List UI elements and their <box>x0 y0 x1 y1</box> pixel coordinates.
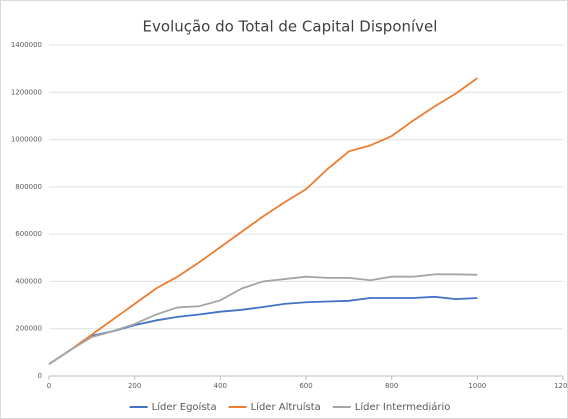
y-tick-label: 200000 <box>15 325 42 333</box>
y-tick-label: 600000 <box>15 230 42 238</box>
legend-label: Líder Altruísta <box>251 401 321 413</box>
legend-label: Líder Intermediário <box>355 401 451 413</box>
y-tick-label: 0 <box>38 372 42 380</box>
series-line <box>48 273 478 365</box>
chart-title: Evolução do Total de Capital Disponível <box>143 18 438 36</box>
y-tick-label: 1200000 <box>11 88 42 96</box>
x-tick-label: 1200 <box>554 382 568 390</box>
y-tick-label: 800000 <box>15 183 42 191</box>
x-tick-label: 400 <box>214 382 227 390</box>
x-tick-label: 0 <box>47 382 51 390</box>
legend-label: Líder Egoísta <box>152 401 217 413</box>
x-tick-label: 1000 <box>468 382 486 390</box>
x-tick-label: 800 <box>385 382 398 390</box>
x-tick-label: 600 <box>299 382 312 390</box>
y-tick-label: 1400000 <box>11 41 42 49</box>
series-line <box>48 77 478 365</box>
x-tick-label: 200 <box>128 382 141 390</box>
y-tick-label: 400000 <box>15 277 42 285</box>
y-tick-label: 1000000 <box>11 136 42 144</box>
